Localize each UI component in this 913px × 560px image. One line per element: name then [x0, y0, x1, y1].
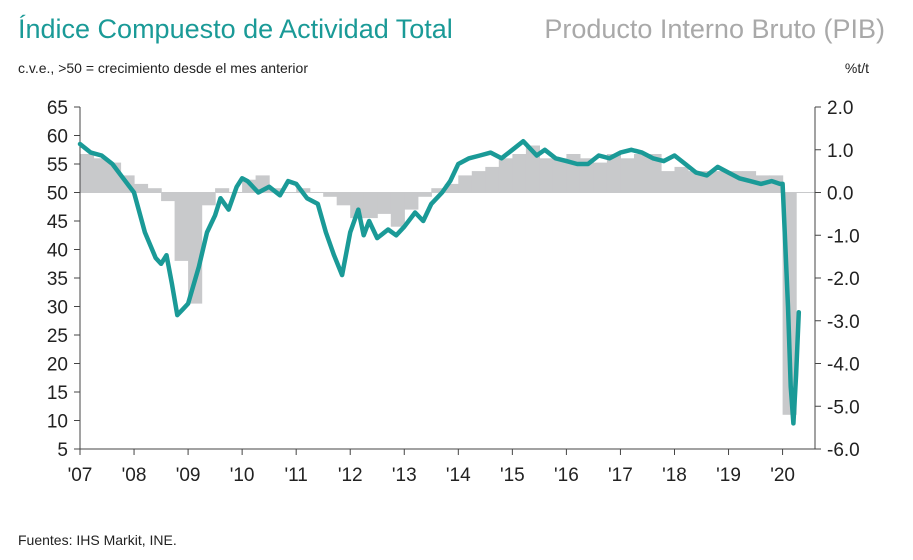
left-axis-tick-label: 45: [47, 212, 68, 233]
chart-subtitle: c.v.e., >50 = crecimiento desde el mes a…: [18, 60, 308, 76]
gdp-bar: [620, 158, 635, 193]
left-axis-tick-label: 50: [47, 184, 68, 205]
gdp-bar: [323, 192, 338, 197]
gdp-bar: [674, 166, 689, 193]
left-axis-tick-label: 30: [47, 298, 68, 319]
gdp-bar: [539, 158, 554, 193]
x-axis-tick-label: '07: [68, 465, 93, 486]
x-axis-tick-label: '18: [662, 465, 687, 486]
x-axis-tick-label: '20: [770, 465, 795, 486]
chart: 65 60 55 50 45 40 35 30 25 20 15 10 5 2.0 1.0 0.0 -1.0 -2…: [47, 98, 860, 486]
x-axis-tick-label: '09: [176, 465, 201, 486]
right-axis-tick-label: 0.0: [827, 184, 853, 205]
x-axis-tick-label: '15: [500, 465, 525, 486]
gdp-bar: [471, 171, 486, 193]
gdp-bar: [606, 154, 621, 193]
gdp-bar: [688, 171, 703, 193]
x-axis-tick-label: '13: [392, 465, 417, 486]
x-axis-tick-label: '08: [122, 465, 147, 486]
right-axis-tick-label: -5.0: [827, 397, 860, 418]
left-axis-tick-label: 25: [47, 326, 68, 347]
left-axis-tick-label: 60: [47, 127, 68, 148]
pmi-series-line: [77, 138, 802, 426]
x-axis-tick-label: '14: [446, 465, 471, 486]
gdp-bar: [363, 192, 378, 219]
gdp-bar: [147, 188, 162, 193]
gdp-bar: [417, 192, 432, 197]
right-axis-tick-label: -4.0: [827, 355, 860, 376]
chart-title-right: Producto Interno Bruto (PIB): [544, 14, 885, 44]
gdp-bar: [404, 192, 419, 210]
left-axis-tick-label: 20: [47, 355, 68, 376]
left-axis-tick-label: 55: [47, 155, 68, 176]
right-axis-tick-label: -3.0: [827, 312, 860, 333]
source-note: Fuentes: IHS Markit, INE.: [18, 532, 177, 548]
gdp-bar: [444, 183, 459, 193]
left-axis-tick-label: 15: [47, 383, 68, 404]
gdp-bar: [579, 158, 594, 193]
right-axis-tick-label: 1.0: [827, 141, 853, 162]
gdp-bar: [661, 171, 676, 193]
gdp-bar: [485, 166, 500, 193]
chart-title: Índice Compuesto de Actividad Total: [18, 14, 453, 44]
left-axis-tick-label: 35: [47, 269, 68, 290]
gdp-bar: [134, 183, 149, 193]
gdp-bar: [93, 158, 108, 193]
gdp-bar: [80, 154, 95, 193]
right-axis-unit: %t/t: [844, 60, 869, 76]
left-axis-tick-label: 40: [47, 241, 68, 262]
gdp-bar: [458, 175, 473, 193]
gdp-bar: [215, 188, 230, 193]
left-axis-tick-label: 5: [57, 440, 68, 461]
gdp-bar: [431, 188, 446, 193]
right-axis-tick-label: -6.0: [827, 440, 860, 461]
x-axis-tick-label: '10: [230, 465, 255, 486]
right-axis-tick-label: -1.0: [827, 226, 860, 247]
left-axis-tick-label: 65: [47, 98, 68, 119]
right-axis-tick-label: 2.0: [827, 98, 853, 119]
gdp-bar: [161, 192, 176, 202]
gdp-bar: [512, 154, 527, 193]
gdp-bar: [201, 192, 216, 206]
left-axis-tick-label: 10: [47, 412, 68, 433]
gdp-bar: [634, 154, 649, 193]
x-axis-tick-label: '11: [284, 465, 307, 486]
right-axis-tick-label: -2.0: [827, 269, 860, 290]
gdp-bar: [377, 192, 392, 214]
gdp-bar: [390, 192, 405, 227]
gdp-bar: [174, 192, 189, 261]
x-axis-tick-label: '16: [554, 465, 579, 486]
x-axis-tick-label: '17: [608, 465, 633, 486]
gdp-bar: [552, 158, 567, 193]
gdp-bar: [593, 162, 608, 193]
gdp-bar: [336, 192, 351, 206]
x-axis-tick-label: '19: [716, 465, 741, 486]
x-axis-tick-label: '12: [338, 465, 363, 486]
gdp-bar: [188, 192, 203, 304]
gdp-bar: [715, 171, 730, 193]
gdp-bar: [647, 154, 662, 193]
gdp-bar: [498, 158, 513, 193]
